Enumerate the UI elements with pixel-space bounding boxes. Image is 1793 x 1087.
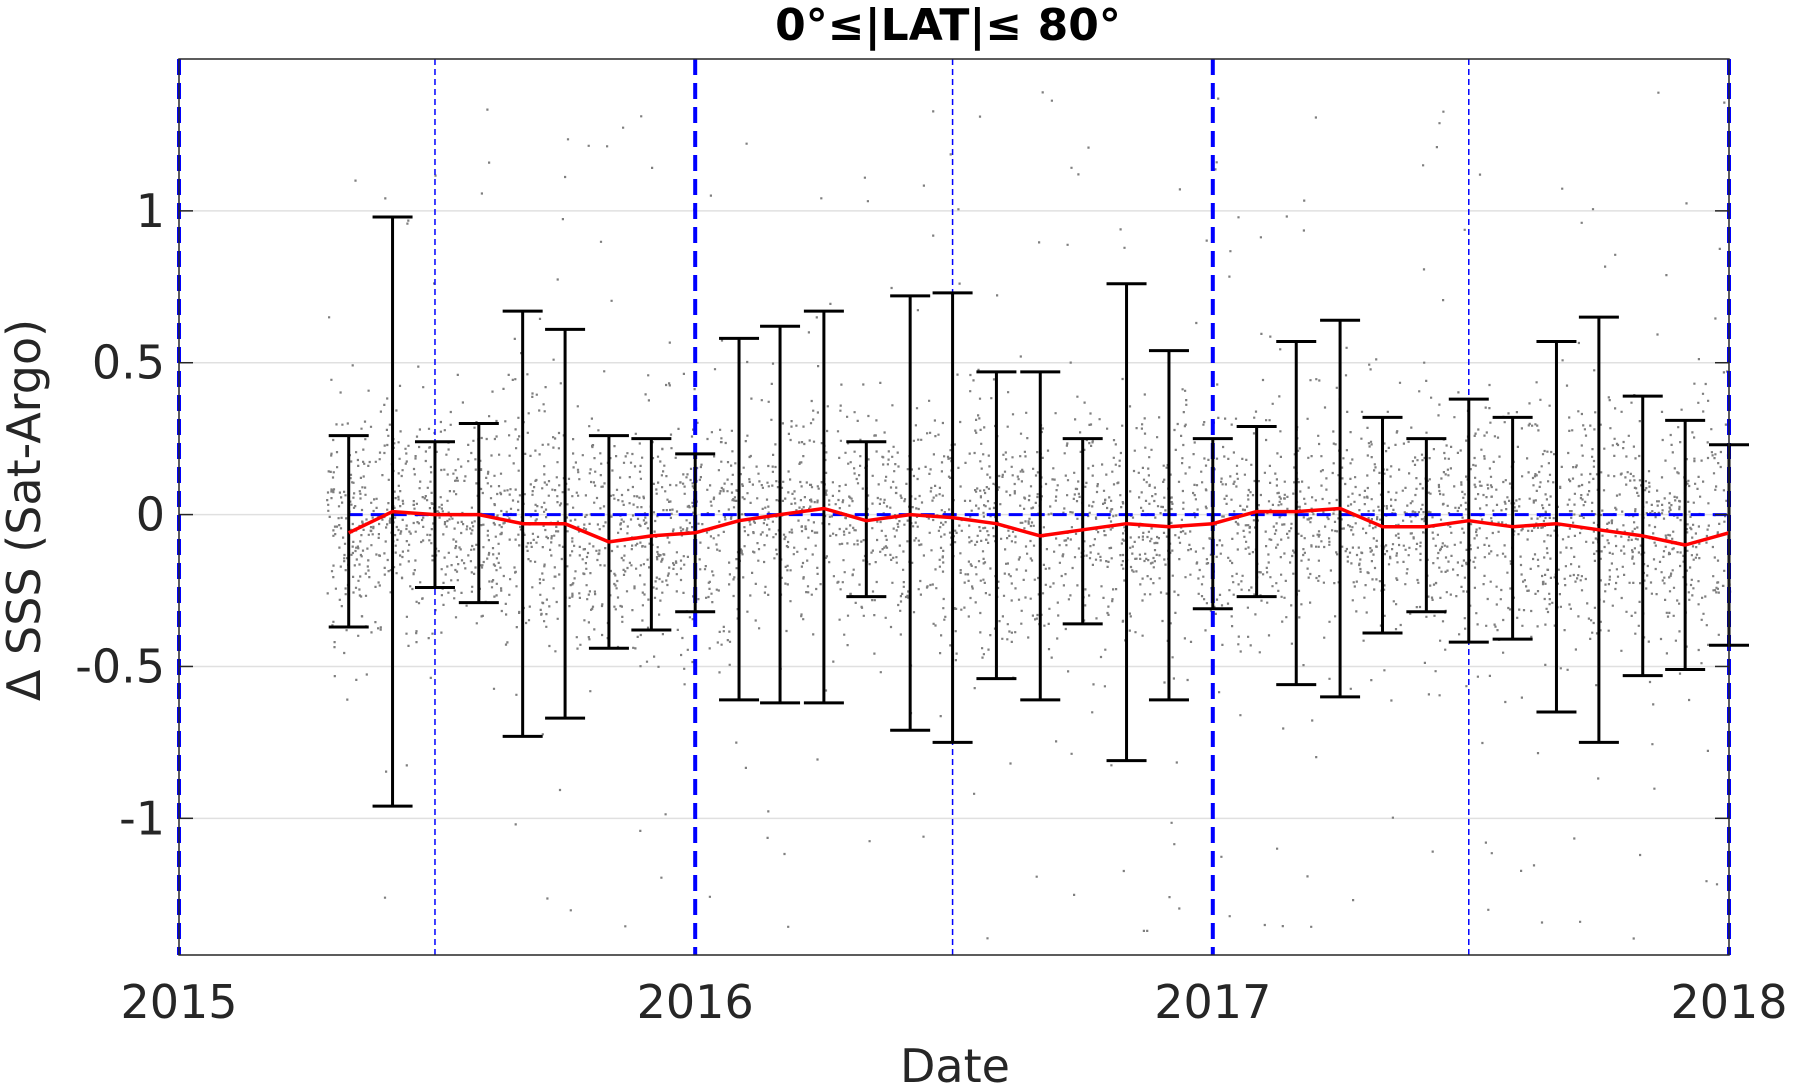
axes-box — [178, 58, 1730, 956]
y-axis-label: Δ SSS (Sat-Argo) — [0, 319, 51, 701]
x-tick-labels: 2015 2016 2017 2018 — [120, 975, 1787, 1029]
y-tick-label: -1 — [119, 791, 165, 845]
x-tick-label: 2017 — [1154, 975, 1271, 1029]
y-tick-labels: 1 0.5 0 -0.5 -1 — [75, 184, 1729, 845]
y-tick-label: 1 — [136, 184, 165, 238]
mean-line — [347, 506, 1730, 547]
y-tick-label: 0 — [136, 488, 165, 542]
y-tick-label: -0.5 — [75, 639, 165, 693]
y-tick-label: 0.5 — [92, 336, 165, 390]
plot-area — [177, 58, 1749, 956]
x-tick-label: 2018 — [1670, 975, 1787, 1029]
chart-title: 0°≤|LAT|≤ 80° — [775, 0, 1121, 51]
x-tick-label: 2016 — [637, 975, 754, 1029]
x-tick-label: 2015 — [120, 975, 237, 1029]
x-axis-label: Date — [900, 1039, 1010, 1087]
error-bar — [1536, 339, 1577, 714]
